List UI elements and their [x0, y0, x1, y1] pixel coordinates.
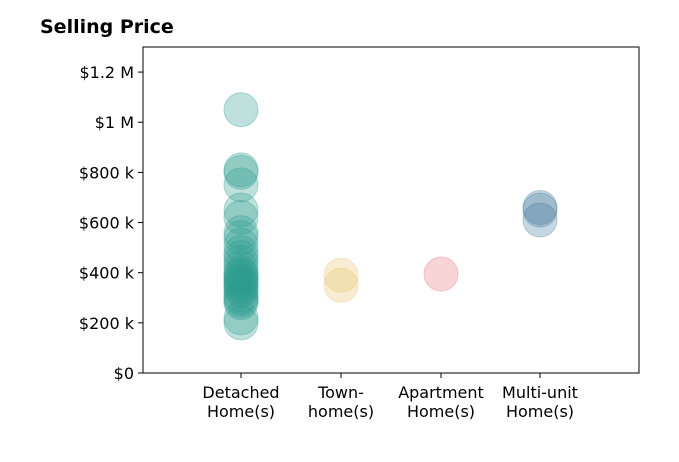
data-point — [223, 167, 259, 203]
x-category-label: Home(s) — [407, 402, 475, 421]
chart-title: Selling Price — [40, 16, 174, 38]
x-category-label: Detached — [202, 383, 279, 402]
data-point — [223, 285, 259, 321]
data-point — [522, 192, 558, 228]
plot-frame — [142, 46, 640, 374]
data-point — [223, 154, 259, 190]
data-point — [223, 272, 259, 308]
data-point — [223, 200, 259, 236]
data-point — [223, 152, 259, 188]
data-point — [223, 265, 259, 301]
data-point — [323, 257, 359, 293]
data-point — [223, 262, 259, 298]
data-point — [223, 282, 259, 318]
y-axis: $0 $200 k $400 k $600 k $800 k $1 M $1.2 M — [79, 63, 143, 383]
y-tick-label: $0 — [114, 364, 134, 383]
data-point — [223, 240, 259, 276]
y-tick-label: $800 k — [79, 163, 135, 182]
data-point — [223, 235, 259, 271]
y-tick-label: $1.2 M — [79, 63, 134, 82]
data-point — [223, 257, 259, 293]
data-point — [223, 300, 259, 336]
y-tick-label: $600 k — [79, 214, 135, 233]
data-point — [323, 267, 359, 303]
y-tick-label: $400 k — [79, 264, 135, 283]
data-point — [223, 277, 259, 313]
data-point — [223, 267, 259, 303]
data-point — [223, 245, 259, 281]
data-point — [423, 256, 459, 292]
data-point — [223, 192, 259, 228]
data-point — [223, 305, 259, 341]
points-layer — [223, 92, 558, 341]
x-category-label: Home(s) — [506, 402, 574, 421]
x-category-label: Apartment — [398, 383, 484, 402]
x-category-label: home(s) — [308, 402, 374, 421]
x-axis: DetachedHome(s)Town-home(s)ApartmentHome… — [202, 373, 578, 421]
data-point — [223, 250, 259, 286]
data-point — [223, 215, 259, 251]
data-point — [223, 260, 259, 296]
y-tick-label: $200 k — [79, 314, 135, 333]
data-point — [223, 227, 259, 263]
x-category-label: Home(s) — [207, 402, 275, 421]
data-point — [223, 270, 259, 306]
data-point — [223, 92, 259, 128]
data-point — [223, 220, 259, 256]
data-point — [522, 202, 558, 238]
data-point — [223, 255, 259, 291]
data-point — [522, 189, 558, 225]
x-category-label: Multi-unit — [502, 383, 578, 402]
y-tick-label: $1 M — [95, 113, 134, 132]
data-point — [223, 280, 259, 316]
x-category-label: Town- — [317, 383, 364, 402]
